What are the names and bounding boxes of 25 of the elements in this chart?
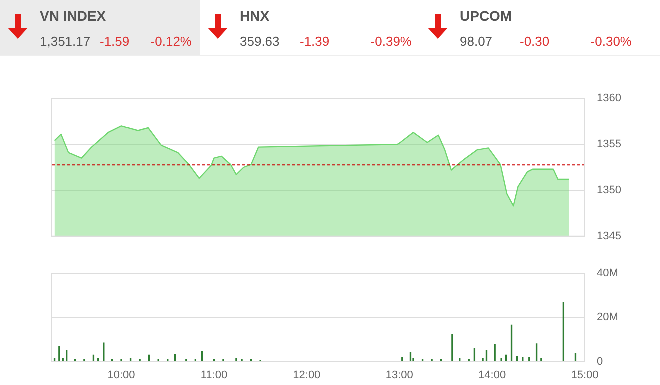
text: -0.12% [150, 34, 192, 49]
y-tick-label: 1360 [597, 92, 622, 105]
text: VN INDEX [40, 8, 106, 24]
x-tick-label: 13:00 [386, 369, 414, 382]
y-tick-label: 0 [597, 356, 604, 368]
x-tick-label: 14:00 [478, 369, 506, 382]
x-tick-label: 15:00 [571, 369, 599, 382]
text: -1.59 [100, 34, 130, 49]
text: -1.39 [300, 34, 330, 49]
text: -0.39% [370, 34, 412, 49]
text: -0.30% [590, 34, 632, 49]
y-tick-label: 1350 [597, 184, 622, 196]
y-tick-label: 40M [597, 268, 618, 280]
text: UPCOM [460, 8, 512, 24]
x-tick-label: 11:00 [200, 369, 228, 382]
y-tick-label: 20M [597, 312, 618, 324]
text: 1,351.17 [40, 34, 91, 49]
text: -0.30 [520, 34, 550, 49]
text: 98.07 [460, 34, 493, 49]
y-tick-label: 1355 [597, 138, 622, 151]
x-tick-label: 10:00 [108, 369, 136, 382]
y-tick-label: 1345 [597, 230, 622, 242]
text: 359.63 [240, 34, 280, 49]
x-tick-label: 12:00 [293, 369, 321, 382]
text: HNX [240, 8, 270, 24]
